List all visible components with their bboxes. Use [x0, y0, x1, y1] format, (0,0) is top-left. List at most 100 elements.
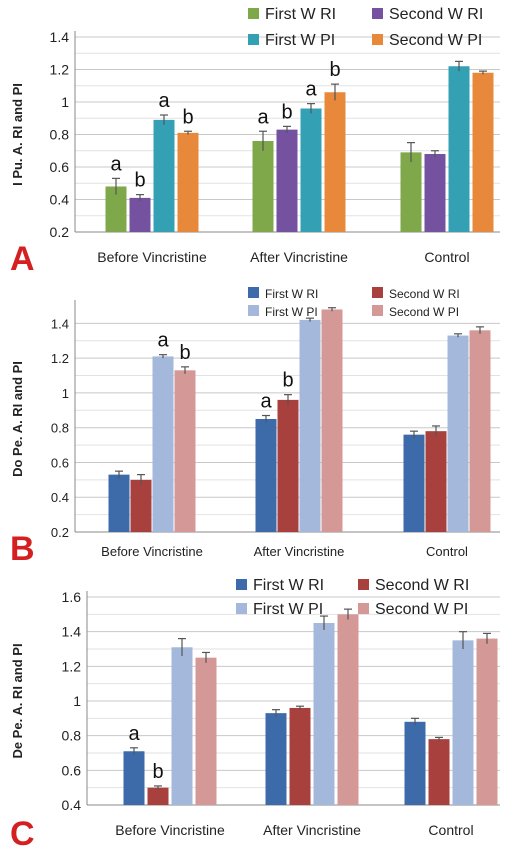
legend-swatch	[236, 579, 247, 590]
bar	[276, 129, 298, 232]
bar	[105, 186, 127, 232]
legend-entry: Second W RI	[372, 287, 460, 301]
y-tick-label: 0.6	[62, 762, 82, 778]
legend-label: First W PI	[265, 305, 318, 319]
y-axis-label: Do Pe. A. RI and PI	[10, 361, 25, 477]
y-tick-label: 1.6	[62, 589, 82, 605]
chart-a: 0.20.40.60.811.21.4I Pu. A. RI and PI aba…	[10, 6, 500, 278]
significance-label: a	[110, 153, 122, 175]
legend-entry: Second W RI	[372, 6, 483, 23]
y-tick-label: 1.4	[50, 29, 70, 45]
y-axis-label: I Pu. A. RI and PI	[10, 83, 25, 186]
chart-panel-a: 0.2 0.4 0.6 0.8 1 1.2 1.4 I Pu. A. RI and PI a b a…	[0, 0, 530, 287]
legend-entry: Second W PI	[372, 32, 482, 49]
legend-entry: First W RI	[248, 287, 318, 301]
bar	[448, 66, 470, 232]
y-tick-label: 0.2	[50, 224, 70, 240]
bar	[265, 713, 287, 805]
bar	[400, 152, 422, 232]
category-label: After Vincristine	[254, 544, 345, 559]
bar	[299, 319, 321, 532]
bar	[129, 197, 151, 232]
y-tick-label: 0.6	[50, 159, 70, 175]
legend-entry: First W RI	[248, 6, 336, 23]
significance-label: a	[157, 330, 169, 352]
category-label: Control	[428, 822, 473, 838]
bar	[108, 474, 130, 532]
legend-swatch	[372, 305, 383, 316]
bar	[424, 154, 446, 232]
y-tick-label: 0.4	[62, 797, 82, 813]
category-label: After Vincristine	[250, 249, 348, 265]
bar	[476, 638, 498, 805]
y-tick-label: 0.8	[51, 421, 69, 436]
legend-swatch	[358, 579, 369, 590]
significance-label: b	[281, 101, 292, 123]
legend-label: First W RI	[265, 6, 336, 23]
bar	[174, 370, 196, 532]
legend-label: Second W PI	[389, 305, 459, 319]
bar	[252, 141, 274, 232]
legend-label: Second W PI	[375, 601, 468, 618]
bar	[469, 330, 491, 532]
legend-label: Second W PI	[389, 32, 482, 49]
bar	[447, 335, 469, 532]
y-tick-label: 0.2	[51, 525, 69, 540]
category-label: Before Vincristine	[115, 822, 225, 838]
y-tick-label: 1	[61, 94, 69, 110]
bar	[177, 132, 199, 232]
bar	[130, 479, 152, 532]
chart-panel-c: 0.4 0.6 0.8 1 1.2 1.4 1.6 De Pe. A. RI and PI a b…	[0, 574, 530, 866]
bar	[300, 108, 322, 232]
chart-panel-b: 0.2 0.4 0.6 0.8 1 1.2 1.4 Do Pe. A. RI and PI a b…	[0, 282, 530, 579]
bar	[452, 640, 474, 805]
y-tick-label: 1.2	[62, 658, 82, 674]
significance-label: a	[128, 723, 140, 745]
legend-swatch	[248, 305, 259, 316]
y-tick-label: 1	[62, 386, 69, 401]
legend-swatch	[248, 34, 259, 45]
bar	[152, 356, 174, 532]
category-label: Before Vincristine	[101, 544, 203, 559]
panel-letter: A	[10, 240, 35, 278]
significance-label: b	[152, 761, 163, 783]
legend-swatch	[372, 287, 383, 298]
legend-swatch	[248, 287, 259, 298]
bar	[472, 72, 494, 232]
bar	[153, 119, 175, 232]
y-tick-label: 1	[73, 693, 81, 709]
chart-c: 0.4 0.6 0.8 1 1.2 1.4 1.6 De Pe. A. RI and PI ab…	[10, 577, 500, 853]
y-tick-label: 0.4	[51, 490, 69, 505]
y-tick-label: 0.6	[51, 455, 69, 470]
bar	[404, 721, 426, 805]
bar	[321, 309, 343, 532]
significance-label: a	[257, 106, 269, 128]
bar	[195, 657, 217, 805]
bar	[403, 434, 425, 532]
bar	[324, 92, 346, 232]
bar	[337, 614, 359, 805]
bar	[255, 419, 277, 532]
bar	[428, 739, 450, 805]
bar	[147, 787, 169, 805]
panel-letter: C	[10, 815, 35, 853]
legend-entry: First W PI	[248, 305, 318, 319]
chart-b: 0.20.40.60.811.21.4Do Pe. A. RI and PIab…	[10, 287, 500, 568]
bar	[123, 751, 145, 805]
significance-label: b	[134, 170, 145, 192]
y-tick-label: 0.8	[62, 728, 82, 744]
category-label: Control	[426, 544, 468, 559]
legend-label: Second W RI	[389, 287, 460, 301]
bar	[289, 707, 311, 805]
legend-entry: First W PI	[236, 601, 323, 618]
significance-label: b	[329, 59, 340, 81]
y-tick-label: 0.8	[50, 127, 70, 143]
significance-label: b	[179, 342, 190, 364]
legend-swatch	[358, 603, 369, 614]
significance-label: a	[158, 90, 170, 112]
legend-swatch	[372, 8, 383, 19]
bar	[171, 647, 193, 805]
y-tick-label: 1.2	[51, 351, 69, 366]
legend-entry: First W RI	[236, 577, 324, 594]
bar	[277, 399, 299, 532]
